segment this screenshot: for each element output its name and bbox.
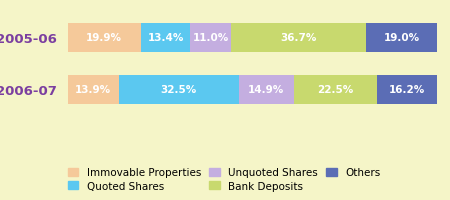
Text: 13.4%: 13.4% <box>148 33 184 43</box>
Text: 19.9%: 19.9% <box>86 33 122 43</box>
Bar <box>366 23 436 53</box>
Text: 11.0%: 11.0% <box>193 33 229 43</box>
Text: 22.5%: 22.5% <box>317 85 353 95</box>
Bar <box>141 23 190 53</box>
Bar <box>238 75 294 105</box>
Bar <box>119 75 238 105</box>
Bar <box>231 23 366 53</box>
Text: 36.7%: 36.7% <box>280 33 317 43</box>
Text: 14.9%: 14.9% <box>248 85 284 95</box>
Bar <box>68 75 119 105</box>
Text: 19.0%: 19.0% <box>383 33 419 43</box>
Text: 32.5%: 32.5% <box>161 85 197 95</box>
Bar <box>190 23 231 53</box>
Bar <box>68 23 141 53</box>
Text: 13.9%: 13.9% <box>75 85 111 95</box>
Text: 16.2%: 16.2% <box>388 85 425 95</box>
Legend: Immovable Properties, Quoted Shares, Unquoted Shares, Bank Deposits, Others: Immovable Properties, Quoted Shares, Unq… <box>64 164 384 195</box>
Bar <box>294 75 377 105</box>
Bar <box>377 75 436 105</box>
